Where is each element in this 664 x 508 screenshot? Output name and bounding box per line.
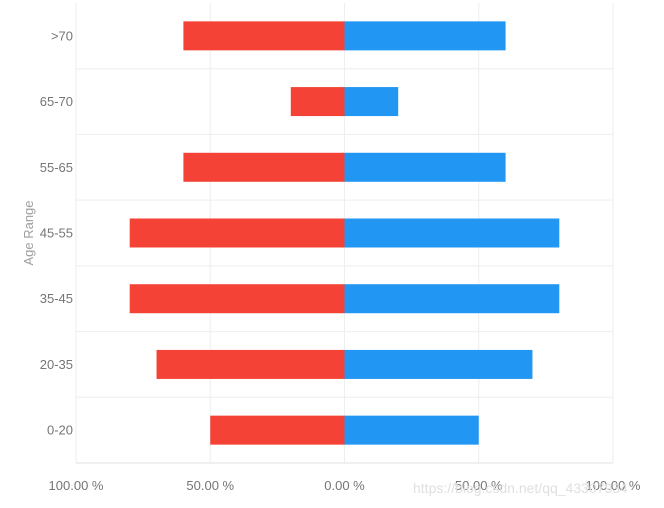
y-axis-labels: 0-20 20-35 35-45 45-55 55-65 65-70 >70 [40,28,73,437]
x-tick-label: 100.00 % [586,478,641,493]
y-axis-title: Age Range [21,200,36,265]
bar-series-1-20-35[interactable] [344,349,533,379]
y-tick-label: 55-65 [40,160,73,175]
bar-series-1-65-70[interactable] [344,87,399,117]
bar-series-0-55-65[interactable] [183,152,345,182]
x-tick-label: 100.00 % [49,478,104,493]
bar-series-1-45-55[interactable] [344,218,560,248]
bar-series-1-55-65[interactable] [344,152,506,182]
y-tick-label: >70 [51,28,73,43]
bar-series-0-0-20[interactable] [210,415,345,445]
bar-series-0-45-55[interactable] [129,218,345,248]
bar-series-0-35-45[interactable] [129,284,345,314]
grid-lines [75,3,614,464]
bar-series-1-0-20[interactable] [344,415,479,445]
bars [129,21,560,445]
x-tick-label: 0.00 % [324,478,365,493]
bar-series-0-65-70[interactable] [290,87,345,117]
y-tick-label: 35-45 [40,291,73,306]
y-tick-label: 65-70 [40,94,73,109]
bar-series-0-20-35[interactable] [156,349,345,379]
x-tick-label: 50.00 % [455,478,503,493]
bar-series-0->70[interactable] [183,21,345,51]
bar-series-1-35-45[interactable] [344,284,560,314]
x-tick-label: 50.00 % [186,478,234,493]
y-tick-label: 20-35 [40,357,73,372]
x-axis-labels: 100.00 % 50.00 % 0.00 % 50.00 % 100.00 % [49,478,641,493]
bar-series-1->70[interactable] [344,21,506,51]
y-tick-label: 0-20 [47,423,73,438]
y-tick-label: 45-55 [40,226,73,241]
watermark: https://blog.csdn.net/qq_43307934 [413,480,628,496]
